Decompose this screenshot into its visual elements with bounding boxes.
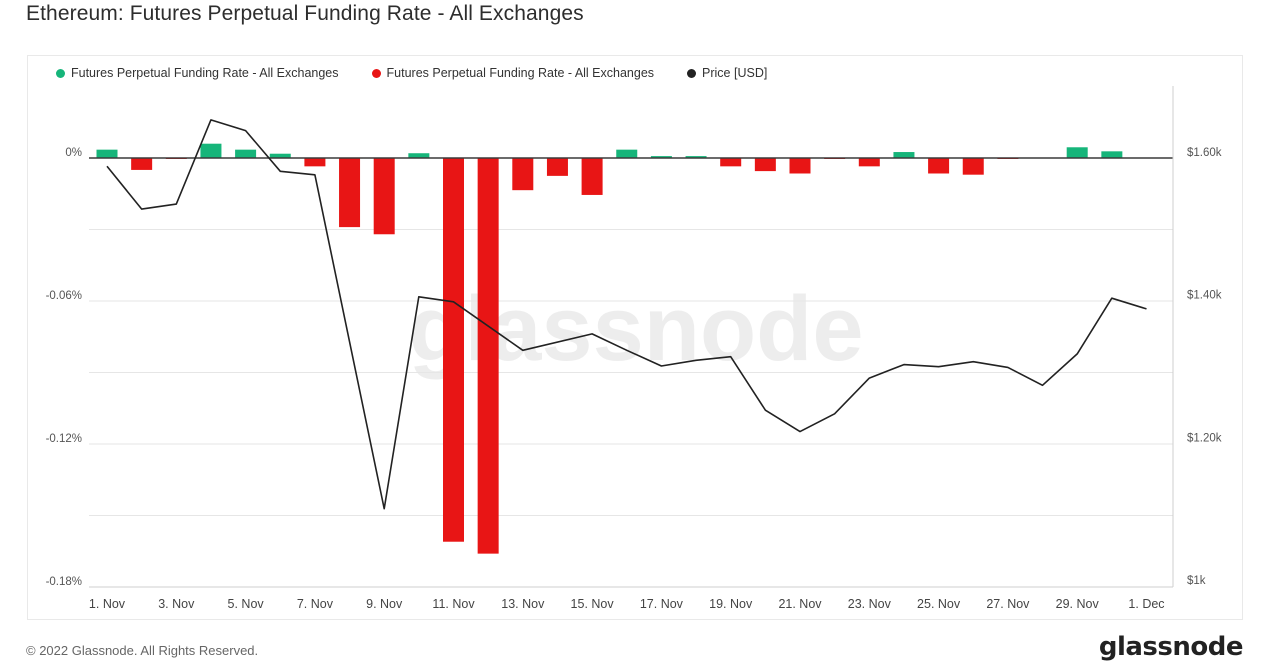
legend-dot-green-icon (56, 68, 65, 78)
legend-item-funding-negative[interactable]: Futures Perpetual Funding Rate - All Exc… (371, 66, 655, 80)
legend-item-price[interactable]: Price [USD] (687, 66, 767, 80)
legend-dot-black-icon (687, 68, 697, 78)
legend-label: Futures Perpetual Funding Rate - All Exc… (71, 66, 339, 80)
chart-legend: Futures Perpetual Funding Rate - All Exc… (56, 66, 767, 80)
legend-dot-red-icon (371, 68, 381, 78)
legend-label: Futures Perpetual Funding Rate - All Exc… (386, 66, 655, 80)
legend-label: Price [USD] (702, 66, 768, 80)
chart-title: Ethereum: Futures Perpetual Funding Rate… (26, 2, 584, 25)
brand-logo: glassnode (1098, 632, 1244, 662)
copyright-footer: © 2022 Glassnode. All Rights Reserved. (26, 643, 259, 658)
legend-item-funding-positive[interactable]: Futures Perpetual Funding Rate - All Exc… (56, 66, 339, 80)
chart-panel (27, 55, 1243, 620)
